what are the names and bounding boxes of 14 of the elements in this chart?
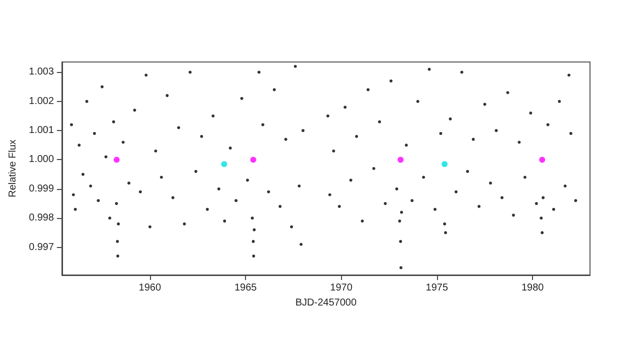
y-tick-label: 1.002 [28, 96, 54, 107]
y-tick-label: 0.999 [28, 183, 54, 194]
y-tick-label: 1.001 [28, 125, 54, 136]
x-tick-label: 1965 [234, 282, 258, 294]
x-tick-label: 1960 [138, 282, 162, 294]
y-tick-label: 1.000 [28, 154, 54, 166]
y-tick-label: 0.997 [28, 242, 54, 253]
y-tick-label: 0.998 [28, 212, 54, 224]
x-axis-title: BJD-2457000 [295, 297, 357, 308]
x-tick-label: 1975 [426, 282, 448, 294]
x-tick-label: 1980 [521, 282, 544, 294]
y-tick-label: 1.003 [28, 66, 54, 78]
x-tick-label: 1970 [330, 282, 353, 294]
y-axis-title: Relative Flux [8, 140, 18, 198]
